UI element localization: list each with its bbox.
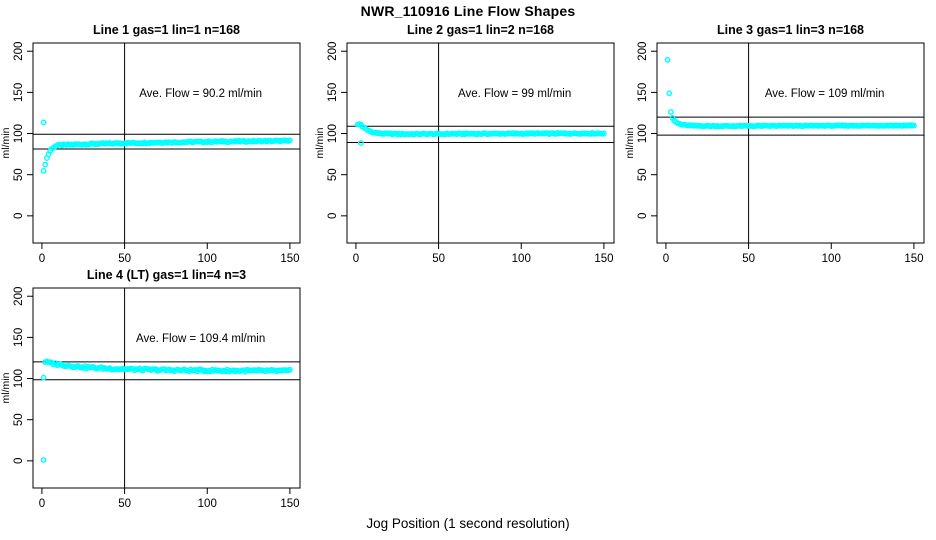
data-points [354, 121, 607, 146]
data-points [40, 358, 293, 463]
y-tick-label: 100 [13, 369, 25, 388]
data-point [40, 167, 47, 174]
y-axis-label: ml/min [314, 127, 326, 158]
outlier-point [40, 119, 47, 126]
data-point [911, 122, 917, 129]
ave-flow-annotation: Ave. Flow = 109.4 ml/min [136, 333, 265, 345]
data-point [666, 90, 673, 97]
y-tick-label: 50 [637, 168, 649, 181]
x-axis-label: Jog Position (1 second resolution) [366, 516, 570, 531]
y-tick-label: 50 [327, 168, 339, 181]
x-tick-label: 100 [512, 253, 531, 265]
ave-flow-annotation: Ave. Flow = 90.2 ml/min [139, 88, 262, 100]
data-point [601, 130, 607, 137]
x-tick-label: 100 [198, 498, 217, 510]
y-tick-label: 100 [13, 124, 25, 143]
plot-frame [346, 42, 615, 244]
y-tick-label: 0 [13, 213, 25, 219]
x-tick-label: 150 [594, 253, 613, 265]
x-tick-label: 0 [39, 253, 45, 265]
y-tick-label: 200 [327, 42, 339, 61]
subplot-title: Line 2 gas=1 lin=2 n=168 [407, 23, 554, 37]
x-tick-label: 50 [432, 253, 445, 265]
y-tick-label: 200 [13, 287, 25, 306]
subplot-2: 0 50 100 150 0 50 100 150 200 Line 2 gas=1 lin=2 … [314, 23, 615, 265]
subplot-3: 0 50 100 150 0 50 100 150 200 Line 3 gas=1 lin=3 … [624, 23, 925, 265]
y-axis-label: ml/min [624, 127, 636, 158]
ave-flow-annotation: Ave. Flow = 99 ml/min [458, 88, 571, 100]
plot-frame [32, 42, 301, 244]
subplot-title: Line 4 (LT) gas=1 lin=4 n=3 [87, 268, 246, 282]
y-tick-label: 100 [637, 124, 649, 143]
x-tick-label: 50 [118, 498, 131, 510]
page-title: NWR_110916 Line Flow Shapes [360, 3, 576, 19]
y-tick-label: 150 [13, 328, 25, 347]
subplot-title: Line 1 gas=1 lin=1 n=168 [93, 23, 240, 37]
outlier-point [40, 374, 47, 381]
y-tick-label: 0 [637, 213, 649, 219]
outlier-point [357, 140, 364, 146]
x-tick-label: 150 [280, 498, 299, 510]
data-point [286, 366, 293, 373]
x-tick-label: 0 [353, 253, 359, 265]
subplot-title: Line 3 gas=1 lin=3 n=168 [717, 23, 864, 37]
x-tick-label: 150 [904, 253, 923, 265]
data-point [664, 56, 671, 63]
y-tick-label: 200 [637, 42, 649, 61]
x-tick-label: 0 [663, 253, 669, 265]
y-tick-label: 50 [13, 413, 25, 426]
y-tick-label: 150 [13, 83, 25, 102]
x-tick-label: 0 [39, 498, 45, 510]
data-points [40, 119, 293, 174]
subplot-1: 0 50 100 150 0 50 100 150 200 Line 1 gas=1 lin=1 … [0, 23, 301, 265]
x-tick-label: 50 [118, 253, 131, 265]
y-tick-label: 150 [637, 83, 649, 102]
data-point [668, 109, 674, 115]
y-tick-label: 200 [13, 42, 25, 61]
data-points [664, 56, 917, 130]
plot-frame [32, 287, 301, 489]
data-point [42, 161, 49, 168]
y-axis-label: ml/min [0, 372, 12, 403]
y-tick-label: 50 [13, 168, 25, 181]
data-point [286, 137, 293, 144]
y-tick-label: 150 [327, 83, 339, 102]
y-tick-label: 0 [13, 458, 25, 464]
x-tick-label: 100 [198, 253, 217, 265]
plot-frame [656, 42, 925, 244]
x-tick-label: 50 [742, 253, 755, 265]
ave-flow-annotation: Ave. Flow = 109 ml/min [765, 88, 885, 100]
y-axis-label: ml/min [0, 127, 12, 158]
y-tick-label: 100 [327, 124, 339, 143]
outlier-point [40, 457, 47, 463]
y-tick-label: 0 [327, 213, 339, 219]
x-tick-label: 150 [280, 253, 299, 265]
subplot-4: 0 50 100 150 0 50 100 150 200 Line 4 (LT) gas=1 l… [0, 268, 301, 510]
x-tick-label: 100 [822, 253, 841, 265]
